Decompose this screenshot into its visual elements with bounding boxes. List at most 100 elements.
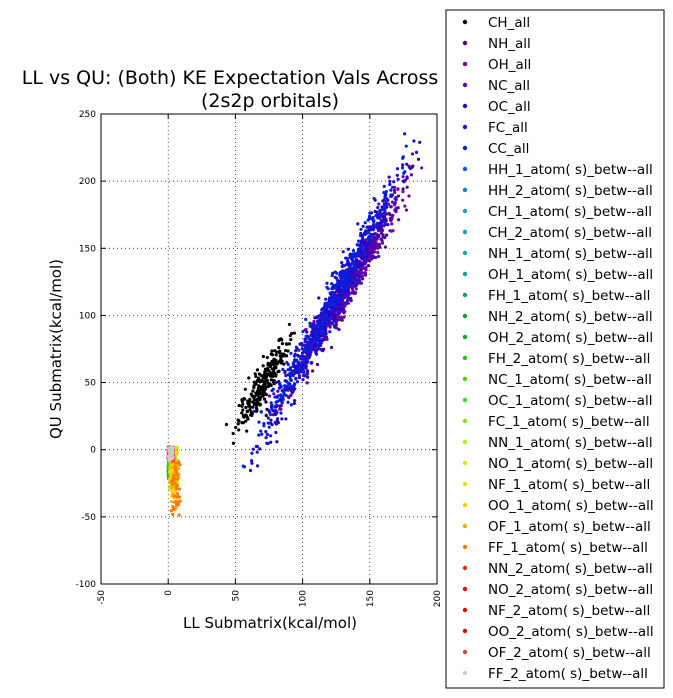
- data-point: [173, 481, 177, 485]
- data-point: [304, 364, 308, 368]
- data-point: [305, 372, 309, 376]
- data-point: [283, 384, 287, 388]
- data-point: [306, 347, 310, 351]
- data-point: [411, 164, 415, 168]
- data-point: [376, 205, 380, 210]
- data-point: [173, 461, 178, 465]
- data-point: [282, 362, 286, 366]
- data-point: [304, 338, 308, 342]
- data-point: [304, 334, 308, 338]
- data-point: [373, 209, 377, 214]
- data-point: [373, 242, 377, 246]
- data-point: [368, 247, 372, 251]
- data-point: [289, 393, 293, 397]
- data-point: [236, 422, 240, 426]
- data-point: [264, 413, 268, 417]
- legend: CH_all NH_all OH_all NC_all OC_all FC_all CC_a…: [462, 15, 654, 682]
- data-point: [266, 385, 270, 389]
- data-point: [306, 375, 310, 379]
- data-point: [347, 269, 351, 273]
- data-point: [236, 418, 240, 422]
- data-point: [348, 263, 353, 267]
- data-point: [263, 387, 267, 391]
- legend-label: NH_1_atom( s)_betw--all: [488, 246, 653, 262]
- data-point: [255, 408, 259, 412]
- data-point: [356, 250, 361, 254]
- legend-marker: [462, 460, 468, 466]
- data-point: [401, 198, 405, 202]
- data-point: [274, 374, 278, 378]
- data-point: [339, 303, 344, 307]
- data-point: [348, 265, 352, 270]
- data-point: [403, 204, 407, 208]
- data-point: [301, 329, 305, 334]
- data-point: [365, 253, 369, 257]
- data-point: [288, 371, 292, 376]
- data-point: [344, 286, 349, 290]
- data-point: [250, 461, 254, 465]
- data-point: [306, 369, 310, 373]
- data-point: [392, 180, 396, 184]
- data-point: [340, 282, 344, 286]
- data-point: [401, 163, 405, 167]
- data-point: [355, 243, 359, 247]
- data-point: [368, 237, 372, 241]
- x-tick-label: 200: [433, 590, 443, 607]
- data-point: [414, 150, 419, 154]
- data-point: [323, 305, 327, 310]
- data-point: [262, 424, 266, 428]
- data-point: [372, 236, 376, 240]
- data-point: [327, 314, 331, 318]
- data-point: [178, 499, 182, 503]
- data-point: [251, 447, 255, 451]
- data-point: [252, 380, 256, 384]
- data-point: [289, 338, 293, 342]
- data-point: [277, 338, 281, 343]
- data-point: [330, 285, 335, 290]
- data-point: [319, 311, 323, 315]
- data-point: [347, 281, 351, 285]
- data-point: [268, 382, 272, 386]
- data-point: [269, 421, 273, 425]
- legend-label: OC_1_atom( s)_betw--all: [488, 393, 652, 409]
- data-point: [176, 495, 180, 499]
- legend-label: FF_1_atom( s)_betw--all: [488, 540, 648, 556]
- data-point: [328, 330, 332, 334]
- data-point: [177, 487, 182, 491]
- data-point: [334, 299, 338, 303]
- data-point: [261, 379, 265, 384]
- data-point: [328, 325, 332, 329]
- data-point: [331, 309, 335, 313]
- data-point: [251, 389, 255, 393]
- data-point: [279, 404, 283, 408]
- data-point: [273, 412, 278, 417]
- data-point: [412, 139, 416, 143]
- data-point: [297, 360, 301, 364]
- data-point: [257, 372, 261, 376]
- series-31: [166, 445, 176, 462]
- data-point: [328, 317, 332, 321]
- data-point: [283, 353, 288, 357]
- data-point: [241, 408, 245, 412]
- legend-marker: [462, 502, 468, 508]
- data-point: [286, 368, 290, 372]
- data-point: [352, 279, 356, 283]
- data-point: [340, 274, 344, 278]
- data-point: [246, 401, 250, 406]
- data-point: [324, 330, 328, 334]
- data-point: [177, 513, 181, 517]
- data-point: [283, 379, 287, 383]
- legend-marker: [462, 565, 468, 571]
- data-point: [332, 303, 336, 307]
- data-point: [362, 250, 366, 254]
- data-point: [382, 190, 386, 195]
- data-point: [333, 314, 337, 318]
- legend-marker: [462, 19, 468, 25]
- data-point: [336, 318, 340, 322]
- data-point: [315, 319, 320, 323]
- legend-label: OO_2_atom( s)_betw--all: [488, 624, 654, 640]
- data-point: [280, 400, 284, 405]
- data-point: [320, 315, 324, 319]
- data-point: [237, 428, 241, 432]
